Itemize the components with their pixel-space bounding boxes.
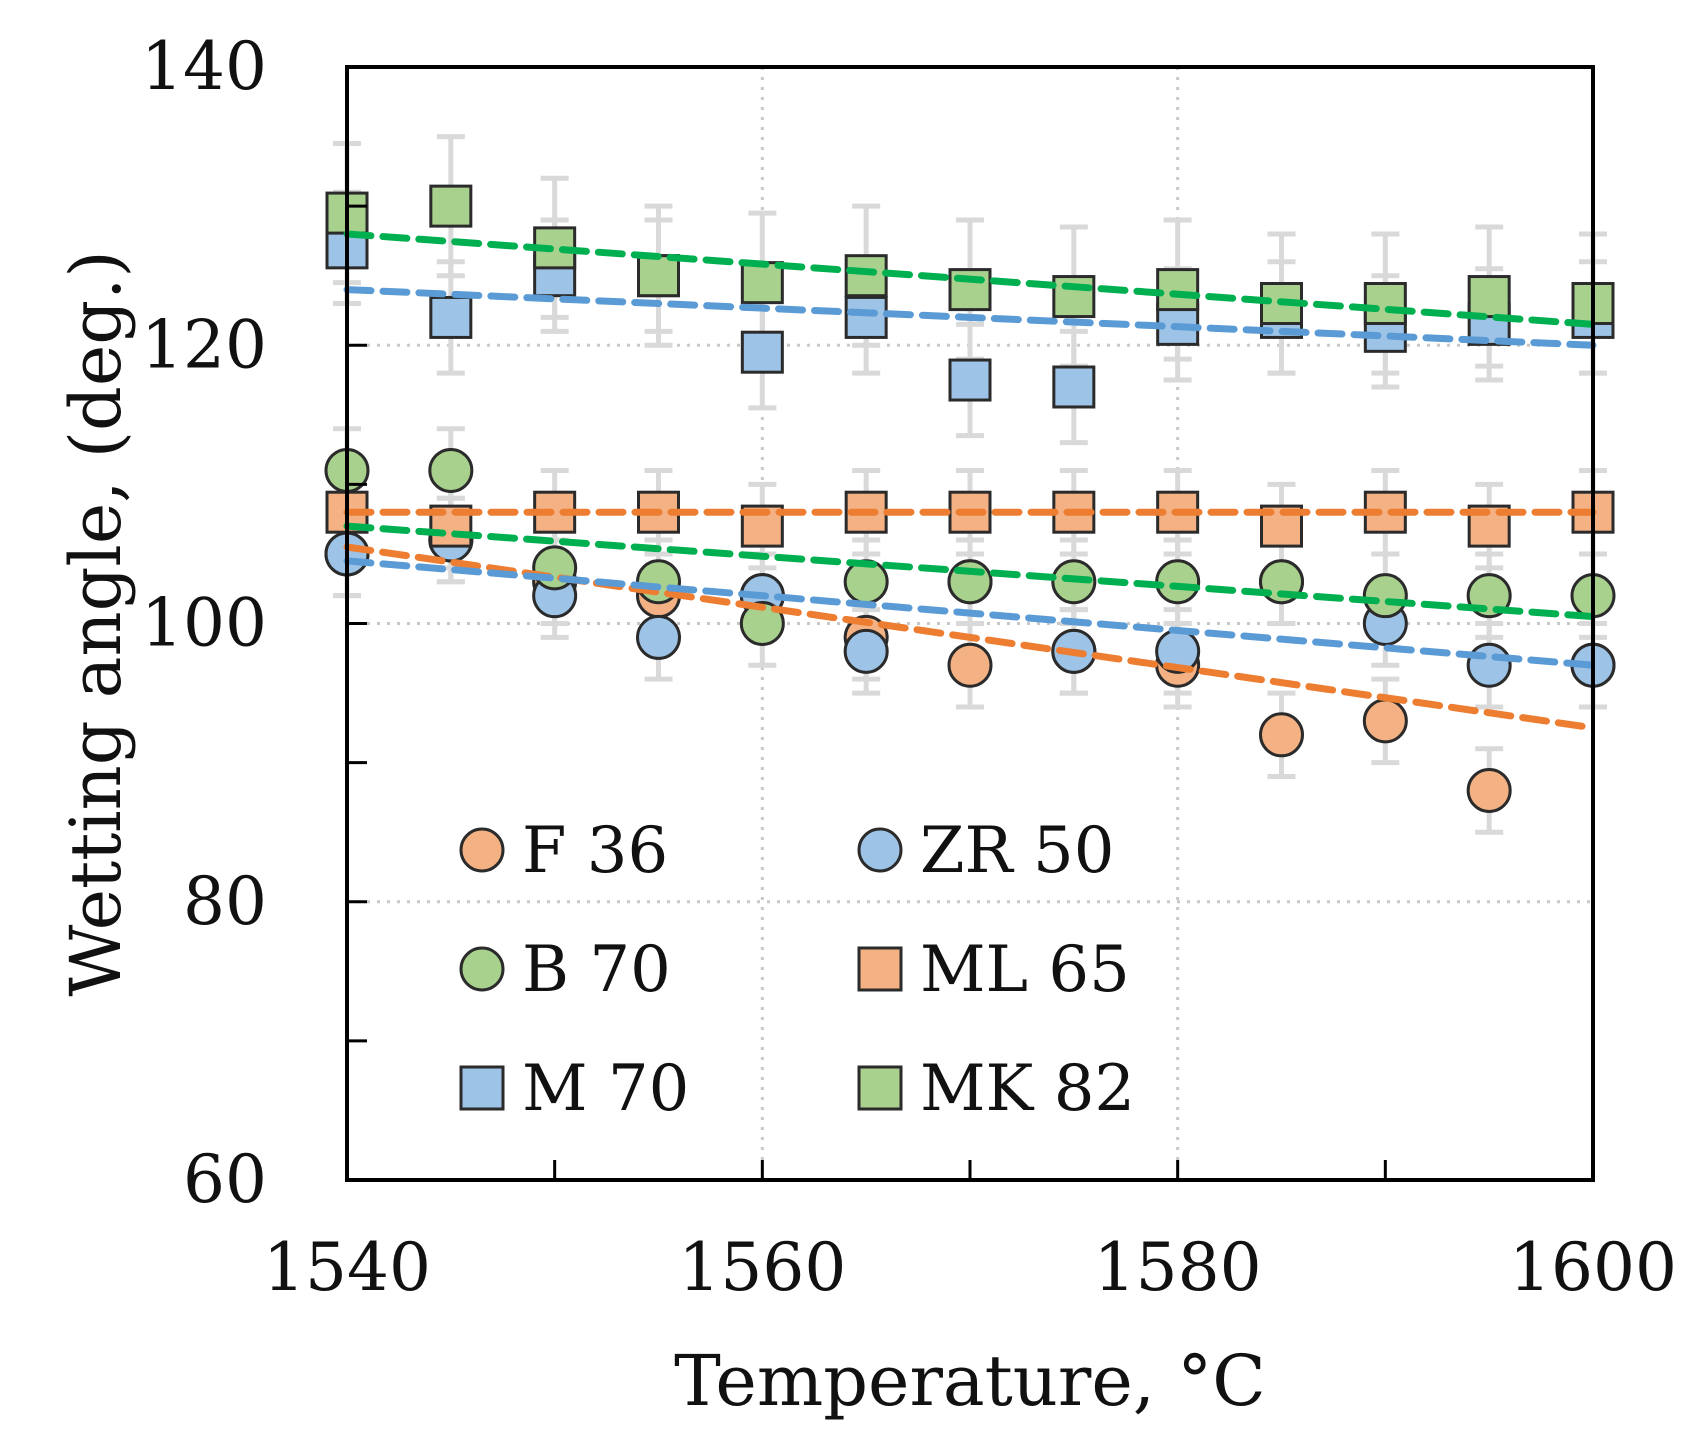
- legend-label-m-70: M 70: [522, 1052, 689, 1126]
- point-f-36-1590: [1362, 698, 1408, 744]
- y-tick-label-140: 140: [141, 28, 267, 105]
- point-mk-82-1595: [1467, 275, 1511, 319]
- y-tick-label-100: 100: [141, 585, 267, 662]
- point-mk-82-1565: [844, 254, 888, 298]
- x-axis-title: Temperature, °C: [674, 1340, 1266, 1422]
- trendline-m-70: [343, 286, 1597, 349]
- point-m-70-1560: [740, 330, 784, 374]
- point-mk-82-1580: [1156, 268, 1200, 312]
- x-tick-label-1540: 1540: [263, 1229, 431, 1306]
- x-tick-label-1600: 1600: [1509, 1229, 1677, 1306]
- y-tick-label-80: 80: [183, 863, 267, 940]
- point-mk-82-1560: [740, 261, 784, 305]
- trendline-f-36: [343, 543, 1597, 732]
- point-b-70-1560: [739, 601, 785, 646]
- point-f-36-1595: [1466, 767, 1512, 813]
- point-m-70-1575: [1052, 365, 1096, 409]
- point-mk-82-1545: [429, 184, 473, 228]
- legend-marker-ml-65: [857, 946, 903, 992]
- y-axis-title: Wetting angle, (deg.): [55, 250, 137, 996]
- legend-marker-zr-50: [857, 827, 903, 873]
- legend-label-f-36: F 36: [522, 814, 668, 888]
- x-tick-label-1560: 1560: [678, 1229, 846, 1306]
- point-b-70-1570: [947, 559, 993, 605]
- point-zr-50-1555: [636, 614, 681, 660]
- point-b-70-1580: [1155, 559, 1201, 605]
- legend-marker-f-36: [459, 827, 505, 873]
- point-mk-82-1575: [1052, 275, 1096, 319]
- point-b-70-1545: [428, 447, 474, 493]
- point-f-36-1570: [947, 642, 993, 688]
- point-b-70-1590: [1362, 573, 1408, 619]
- error-bars: [333, 134, 1607, 835]
- point-f-36-1585: [1259, 712, 1304, 758]
- point-mk-82-1555: [637, 254, 680, 298]
- point-m-70-1565: [844, 295, 888, 339]
- point-zr-50-1595: [1466, 642, 1512, 688]
- y-tick-label-60: 60: [183, 1141, 267, 1218]
- point-zr-50-1565: [843, 628, 889, 674]
- point-m-70-1570: [948, 358, 992, 402]
- axis-ticks: [345, 65, 1595, 1182]
- legend-label-b-70: B 70: [522, 933, 671, 1007]
- point-m-70-1545: [429, 295, 473, 339]
- trendline-b-70: [343, 522, 1597, 621]
- legend-label-ml-65: ML 65: [920, 933, 1130, 1007]
- legend: F 36 ZR 50 B 70 ML 65 M 70 MK 82: [459, 814, 1135, 1126]
- point-mk-82-1590: [1363, 282, 1407, 326]
- legend-marker-m-70: [459, 1065, 505, 1111]
- trend-lines: [343, 230, 1597, 732]
- trendline-zr-50: [343, 557, 1597, 669]
- trendline-mk-82: [343, 230, 1597, 328]
- legend-marker-mk-82: [857, 1065, 903, 1111]
- legend-label-zr-50: ZR 50: [920, 814, 1114, 888]
- x-tick-label-1580: 1580: [1094, 1229, 1262, 1306]
- legend-label-mk-82: MK 82: [920, 1052, 1135, 1126]
- y-tick-label-120: 120: [141, 306, 267, 383]
- legend-marker-b-70: [459, 946, 505, 992]
- tick-labels: 1540 1560 1580 1600 60 80 100 120 140: [141, 28, 1677, 1306]
